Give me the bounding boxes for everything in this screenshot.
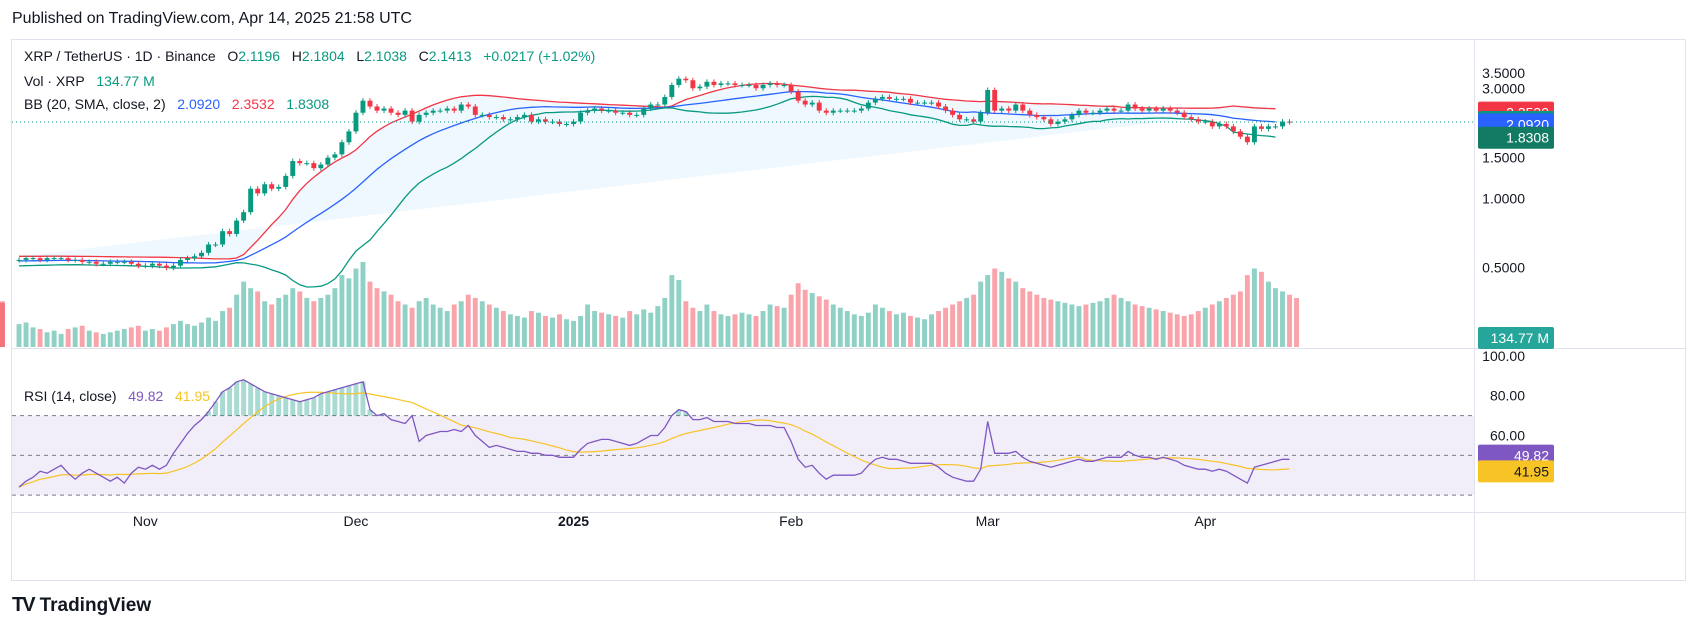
legend-bb[interactable]: BB (20, SMA, close, 2) 2.0920 2.3532 1.8…: [24, 96, 329, 112]
legend-symbol[interactable]: XRP / TetherUS · 1D · Binance: [24, 48, 216, 64]
legend-bb-basis: 2.0920: [177, 96, 221, 112]
legend-open: 2.1196: [238, 48, 281, 64]
volume-bar: [0, 301, 5, 347]
tradingview-brand-name: TradingView: [39, 594, 152, 616]
legend-high: 2.1804: [301, 48, 345, 64]
legend-bb-lower: 1.8308: [286, 96, 330, 112]
legend-bb-label: BB (20, SMA, close, 2): [24, 96, 166, 112]
legend-rsi-label: RSI (14, close): [24, 388, 117, 404]
legend-bb-upper: 2.3532: [231, 96, 275, 112]
legend-change: +0.0217 (+1.02%): [483, 48, 596, 64]
legend-rsi-value: 49.82: [128, 388, 164, 404]
legend-ohlc: XRP / TetherUS · 1D · Binance O2.1196 H2…: [24, 48, 595, 64]
legend-open-label: O: [227, 48, 239, 64]
legend-close-label: C: [418, 48, 429, 64]
legend-low-label: L: [356, 48, 365, 64]
legend-close: 2.1413: [428, 48, 472, 64]
published-caption: Published on TradingView.com, Apr 14, 20…: [12, 10, 412, 27]
legend-low: 2.1038: [364, 48, 407, 64]
legend-volume[interactable]: Vol · XRP 134.77 M: [24, 73, 155, 89]
volume-bar: [0, 302, 5, 347]
legend-volume-value: 134.77 M: [96, 73, 155, 89]
legend-rsi[interactable]: RSI (14, close) 49.82 41.95: [24, 388, 210, 404]
tradingview-brand[interactable]: TV TradingView: [12, 594, 151, 617]
legend-rsi-ma: 41.95: [174, 388, 211, 404]
tradingview-logo-icon: TV: [12, 594, 36, 616]
legend-volume-label: Vol · XRP: [24, 73, 85, 89]
chart-frame: [11, 39, 1686, 581]
legend-high-label: H: [291, 48, 302, 64]
